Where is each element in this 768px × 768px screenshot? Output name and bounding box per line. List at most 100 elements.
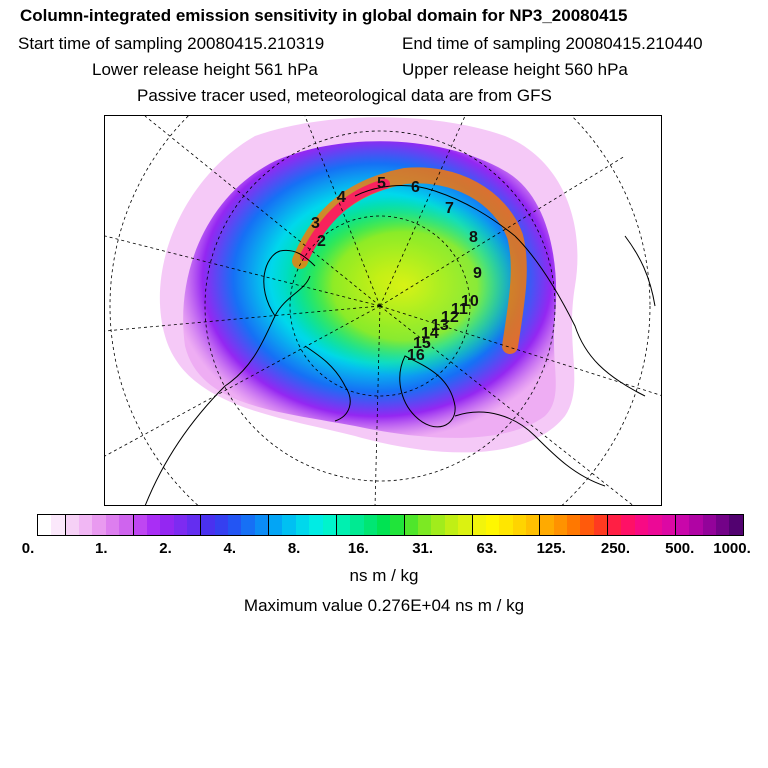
trajectory-label: 7 <box>445 200 454 217</box>
coastline-hudson <box>304 345 351 422</box>
legend-color-cell <box>403 515 419 535</box>
legend-color-cell <box>350 515 364 535</box>
legend-color-cell <box>363 515 377 535</box>
trajectory-peak-band <box>300 179 390 261</box>
trajectory-label: 6 <box>411 179 420 196</box>
meridian-line <box>379 305 634 505</box>
coastline-greenland <box>399 355 456 428</box>
legend-color-cell <box>689 515 703 535</box>
legend-color-cell <box>607 515 622 535</box>
legend-color-cell <box>431 515 445 535</box>
legend-tick-label: 0. <box>21 540 35 557</box>
legend-color-cell <box>376 515 391 535</box>
legend-color-cell <box>132 515 147 535</box>
tracer-info-label: Passive tracer used, meteorological data… <box>137 86 552 105</box>
meridian-line <box>105 305 381 332</box>
legend-color-cell <box>241 515 255 535</box>
legend-tick-label: 500. <box>665 540 695 557</box>
trajectory-label: 2 <box>317 233 326 250</box>
legend-color-cell <box>471 515 486 535</box>
legend-color-cell <box>79 515 93 535</box>
legend-tick-label: 125. <box>536 540 566 557</box>
trajectory-label: 4 <box>337 189 346 206</box>
trajectory-label: 12 <box>441 309 459 326</box>
legend-tick-label: 1. <box>95 540 108 557</box>
coastline-north-america <box>144 275 311 505</box>
trajectory-label: 9 <box>473 265 482 282</box>
legend-color-cell <box>51 515 65 535</box>
legend-color-cell <box>200 515 215 535</box>
color-legend-bar <box>37 514 744 536</box>
legend-color-cell <box>499 515 513 535</box>
legend-color-cell <box>228 515 242 535</box>
trajectory-label: 16 <box>407 347 425 364</box>
trajectory-label: 5 <box>377 175 386 192</box>
legend-color-cell <box>634 515 649 535</box>
end-time-label: End time of sampling 20080415.210440 <box>402 34 703 53</box>
legend-tick-label: 2. <box>159 540 172 557</box>
legend-color-cell <box>186 515 201 535</box>
legend-color-cell <box>512 515 526 535</box>
coastline-asia <box>514 235 646 397</box>
legend-tick-label: 63. <box>476 540 498 557</box>
legend-color-cell <box>715 515 730 535</box>
legend-color-cell <box>580 515 594 535</box>
legend-color-cell <box>674 515 690 535</box>
trajectory-label: 15 <box>413 335 431 352</box>
legend-color-cell <box>729 515 743 535</box>
legend-color-cell <box>485 515 500 535</box>
coastlines <box>144 185 656 505</box>
lower-release-height-label: Lower release height 561 hPa <box>92 60 318 79</box>
trajectory-label: 13 <box>431 317 449 334</box>
latitude-circle-middle <box>204 130 556 482</box>
legend-tick-label: 16. <box>347 540 369 557</box>
legend-color-cell <box>661 515 675 535</box>
coastline-siberia <box>354 185 516 237</box>
upper-release-height-label: Upper release height 560 hPa <box>402 60 628 79</box>
maximum-value-label: Maximum value 0.276E+04 ns m / kg <box>243 596 525 615</box>
legend-unit-label: ns m / kg <box>349 566 419 585</box>
meridian-line <box>105 235 381 307</box>
coastline-alaska <box>263 249 316 317</box>
legend-color-cell <box>38 515 52 535</box>
legend-color-cell <box>567 515 581 535</box>
meridian-line <box>379 116 466 307</box>
trajectory-label: 10 <box>461 293 479 310</box>
legend-tick-label: 8. <box>287 540 301 557</box>
legend-color-cell <box>458 515 472 535</box>
legend-color-cell <box>146 515 161 535</box>
legend-color-cell <box>268 515 283 535</box>
legend-tick-label: 1000. <box>713 540 751 557</box>
meridian-line <box>304 116 381 307</box>
legend-color-cell <box>553 515 568 535</box>
legend-color-cell <box>282 515 296 535</box>
trajectory-label: 3 <box>311 215 320 232</box>
graticule <box>105 116 661 505</box>
legend-color-cell <box>335 515 351 535</box>
legend-color-cell <box>593 515 608 535</box>
legend-color-cell <box>525 515 540 535</box>
legend-color-cell <box>322 515 336 535</box>
meridian-line <box>144 116 381 307</box>
legend-color-cell <box>390 515 404 535</box>
color-legend-ticks: 0. 1. 2. 4. 8. 16. 31. 63. 125. 250. 500. 1000. <box>0 540 768 560</box>
latitude-circle-inner <box>289 215 471 397</box>
map-title: Column-integrated emission sensitivity i… <box>20 6 628 25</box>
legend-color-cell <box>621 515 635 535</box>
legend-color-cell <box>295 515 310 535</box>
legend-color-cell <box>160 515 174 535</box>
emission-sensitivity-map: 2 3 4 5 6 7 8 9 10 11 12 13 14 15 16 <box>104 115 662 506</box>
meridian-line <box>105 305 381 457</box>
meridian-line <box>379 305 661 396</box>
legend-tick-label: 31. <box>412 540 434 557</box>
legend-color-cell <box>444 515 459 535</box>
legend-color-cell <box>539 515 554 535</box>
legend-color-cell <box>92 515 106 535</box>
legend-color-cell <box>214 515 229 535</box>
legend-color-cell <box>648 515 662 535</box>
legend-color-cell <box>309 515 323 535</box>
legend-color-cell <box>173 515 187 535</box>
coastline-east-asia <box>624 235 656 307</box>
legend-color-cell <box>254 515 269 535</box>
legend-color-cell <box>418 515 432 535</box>
